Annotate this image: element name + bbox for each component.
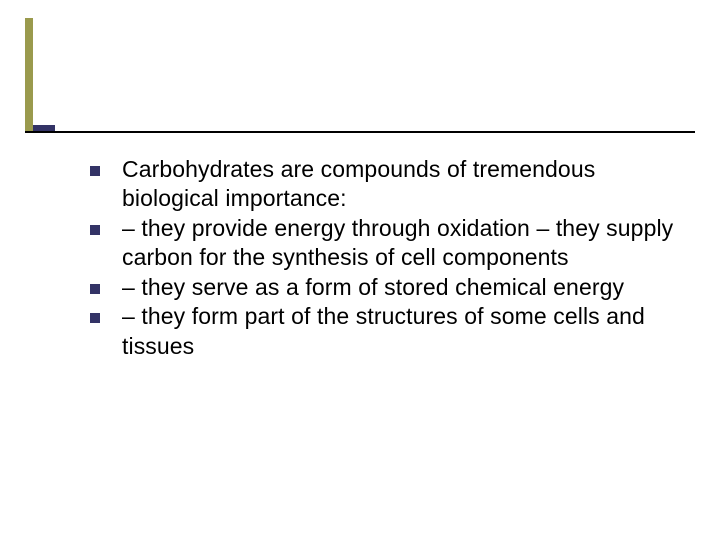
square-bullet-icon <box>90 313 100 323</box>
list-item: – they provide energy through oxidation … <box>90 214 685 273</box>
accent-vertical-bar <box>25 18 33 133</box>
bullet-list: Carbohydrates are compounds of tremendou… <box>90 155 685 361</box>
list-item: – they serve as a form of stored chemica… <box>90 273 685 302</box>
list-item-text: – they provide energy through oxidation … <box>122 214 685 273</box>
square-bullet-icon <box>90 284 100 294</box>
list-item: – they form part of the structures of so… <box>90 302 685 361</box>
list-item-text: – they form part of the structures of so… <box>122 302 685 361</box>
list-item-text: Carbohydrates are compounds of tremendou… <box>122 155 685 214</box>
square-bullet-icon <box>90 225 100 235</box>
horizontal-rule <box>25 131 695 133</box>
slide: Carbohydrates are compounds of tremendou… <box>0 0 720 540</box>
square-bullet-icon <box>90 166 100 176</box>
list-item-text: – they serve as a form of stored chemica… <box>122 273 624 302</box>
list-item: Carbohydrates are compounds of tremendou… <box>90 155 685 214</box>
